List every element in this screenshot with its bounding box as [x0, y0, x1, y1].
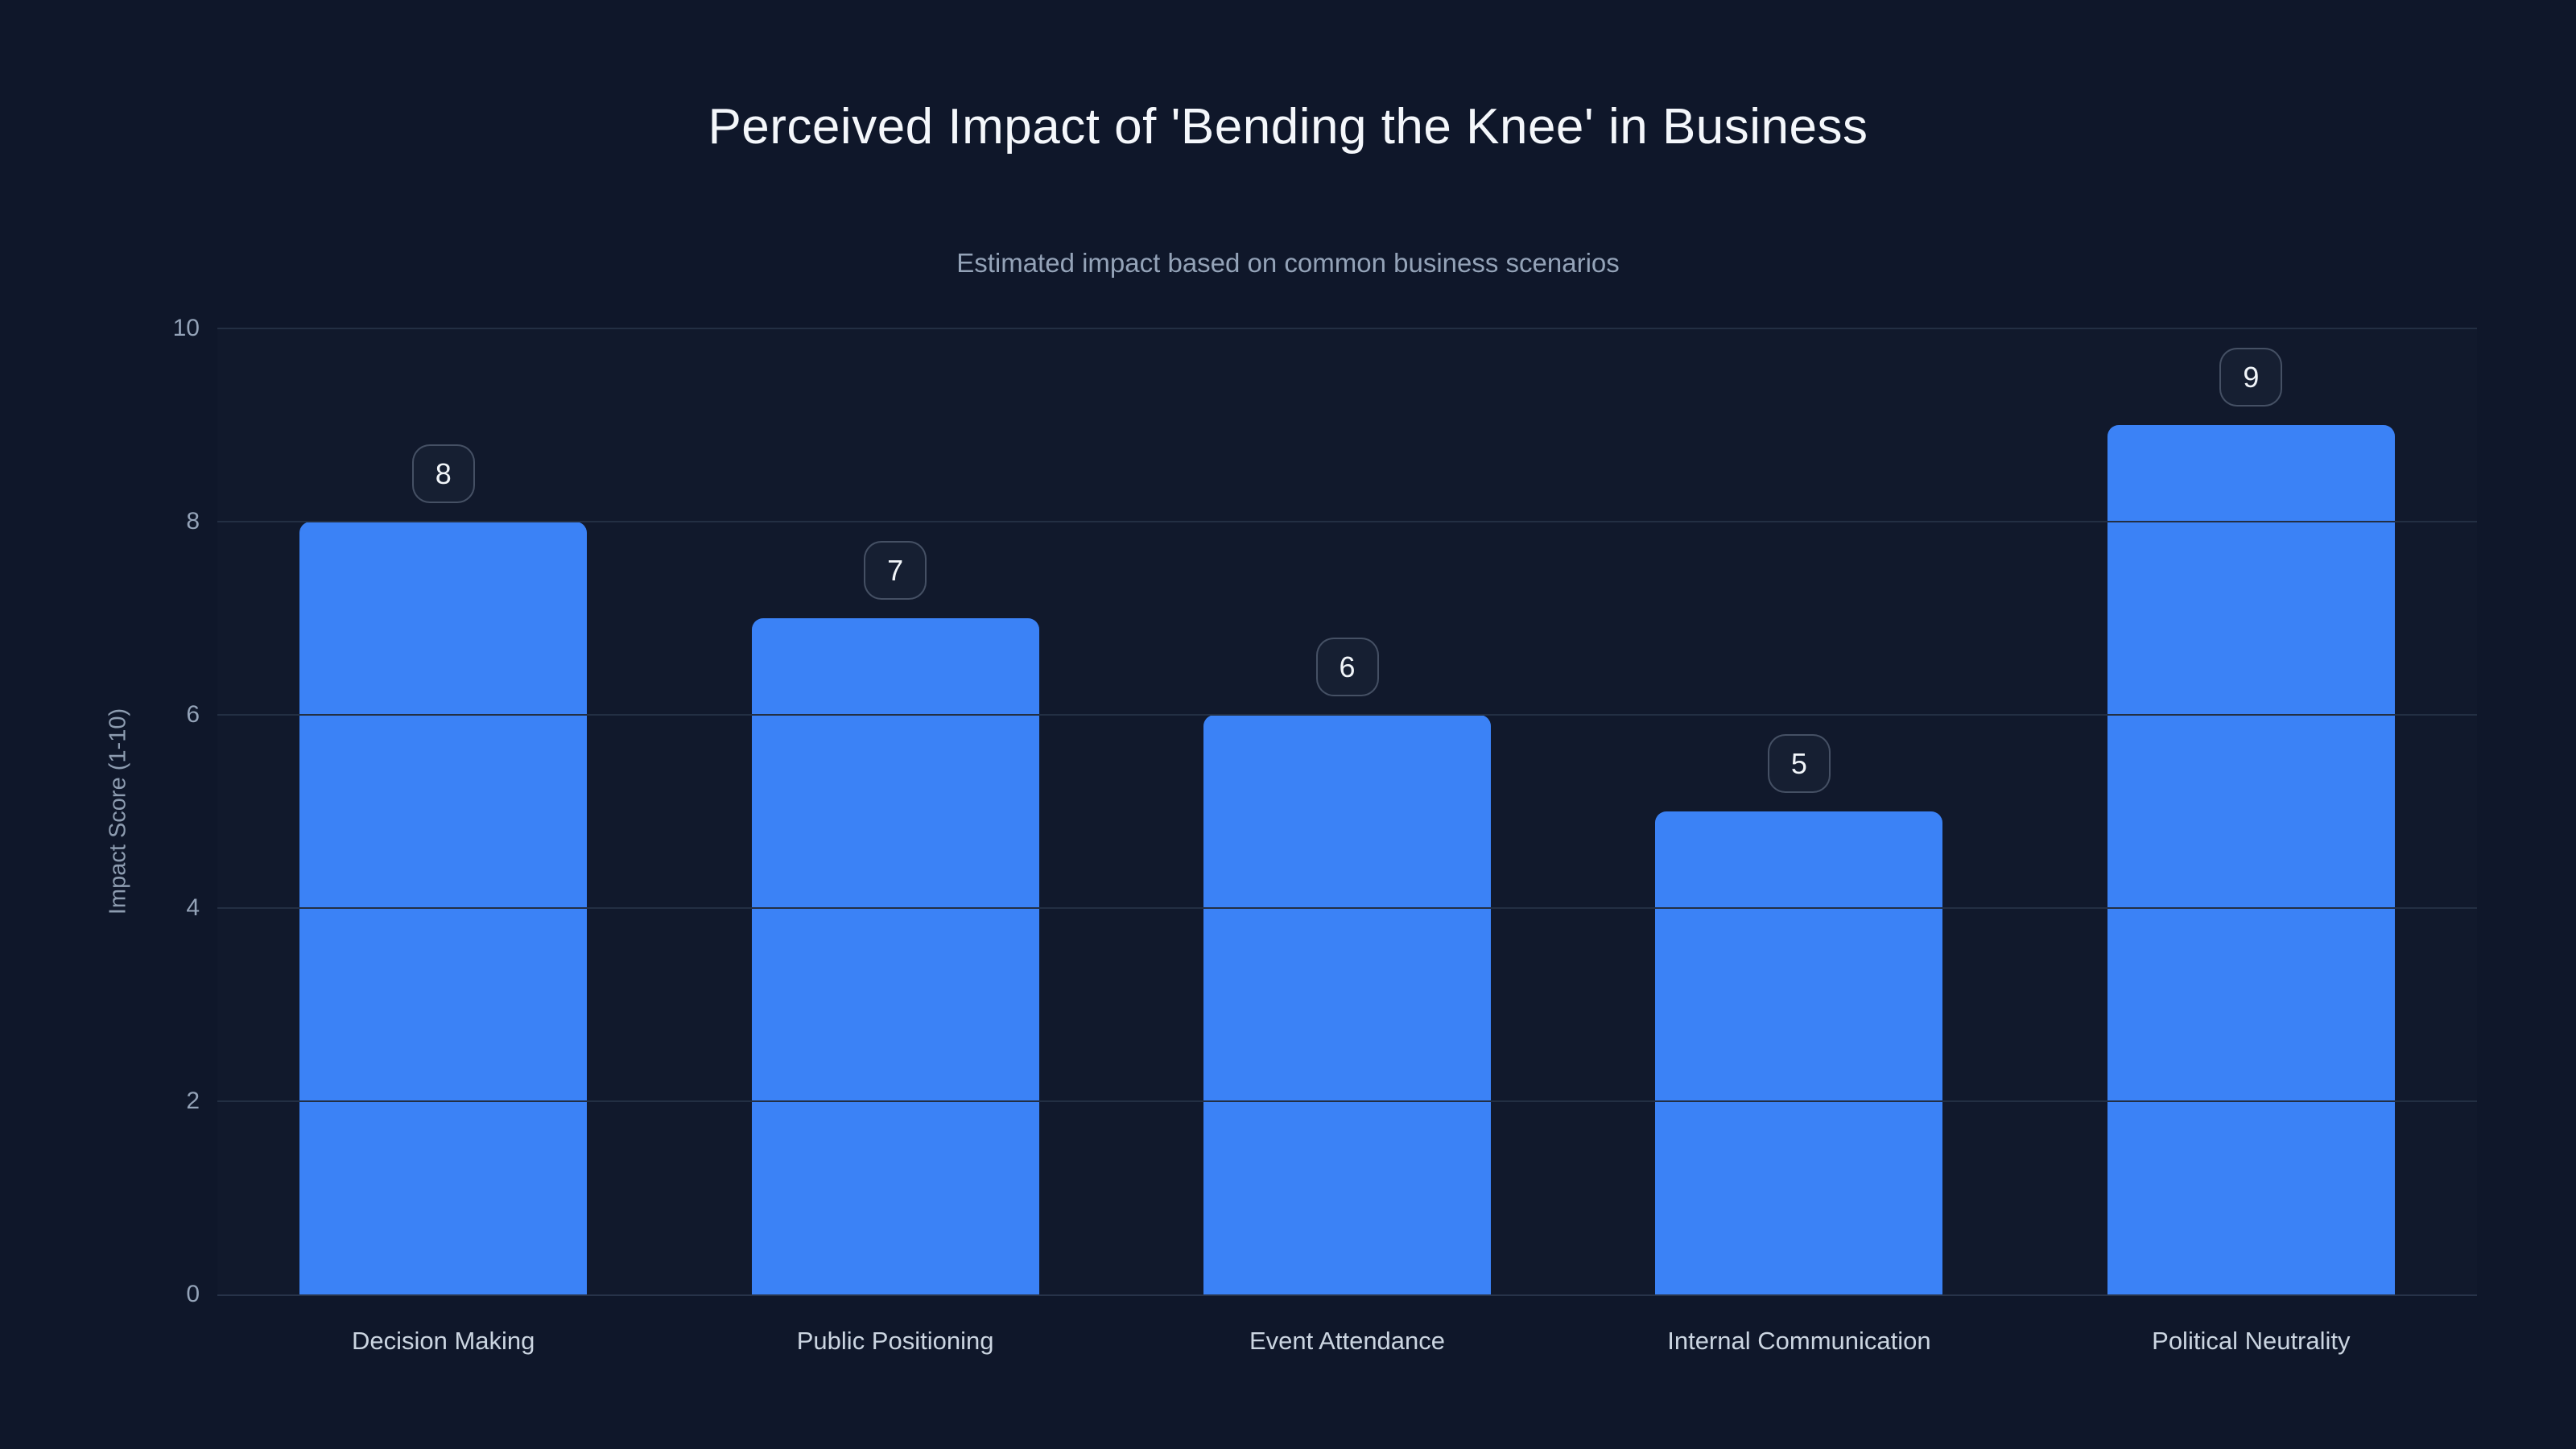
chart-subtitle: Estimated impact based on common busines…	[956, 248, 1620, 278]
value-badge: 5	[1767, 734, 1831, 793]
y-tick-label-10: 10	[172, 315, 200, 341]
bar-slot: 8 Decision Making	[217, 328, 669, 1355]
value-badge: 9	[2219, 348, 2283, 407]
plot-area: 8 Decision Making 7 Public Positioning 6 Even…	[217, 328, 2477, 1355]
gridline-y-4	[217, 907, 2477, 909]
x-axis-label: Event Attendance	[1249, 1327, 1446, 1355]
x-axis-label: Internal Communication	[1667, 1327, 1931, 1355]
chart-title: Perceived Impact of 'Bending the Knee' i…	[708, 99, 1868, 155]
value-badge: 6	[1315, 638, 1379, 696]
y-tick-label-8: 8	[186, 508, 200, 535]
y-tick-label-2: 2	[186, 1088, 200, 1114]
y-axis-title: Impact Score (1-10)	[105, 708, 131, 915]
bar-internal-communication[interactable]: 5 Internal Communication	[1655, 734, 1943, 1355]
gridline-y-6	[217, 714, 2477, 716]
value-badge: 7	[864, 541, 927, 600]
bar-event-attendance[interactable]: 6 Event Attendance	[1203, 638, 1492, 1355]
x-axis-label: Decision Making	[351, 1327, 535, 1355]
bar-series: 8 Decision Making 7 Public Positioning 6 Even…	[217, 328, 2477, 1355]
gridline-y-10	[217, 328, 2477, 329]
value-badge: 8	[411, 444, 475, 503]
bar-political-neutrality[interactable]: 9 Political Neutrality	[2107, 348, 2395, 1355]
y-tick-label-0: 0	[186, 1281, 200, 1307]
bar-slot: 5 Internal Communication	[1573, 328, 2025, 1355]
y-tick-label-6: 6	[186, 701, 200, 728]
gridline-y-8	[217, 521, 2477, 522]
bar-slot: 6 Event Attendance	[1121, 328, 1573, 1355]
y-tick-label-4: 4	[186, 894, 200, 921]
bar-slot: 7 Public Positioning	[669, 328, 1121, 1355]
x-axis-label: Public Positioning	[796, 1327, 994, 1355]
x-axis-label: Political Neutrality	[2152, 1327, 2351, 1355]
bar-public-positioning[interactable]: 7 Public Positioning	[751, 541, 1039, 1355]
bar-slot: 9 Political Neutrality	[2025, 328, 2477, 1355]
gridline-y-2	[217, 1100, 2477, 1102]
